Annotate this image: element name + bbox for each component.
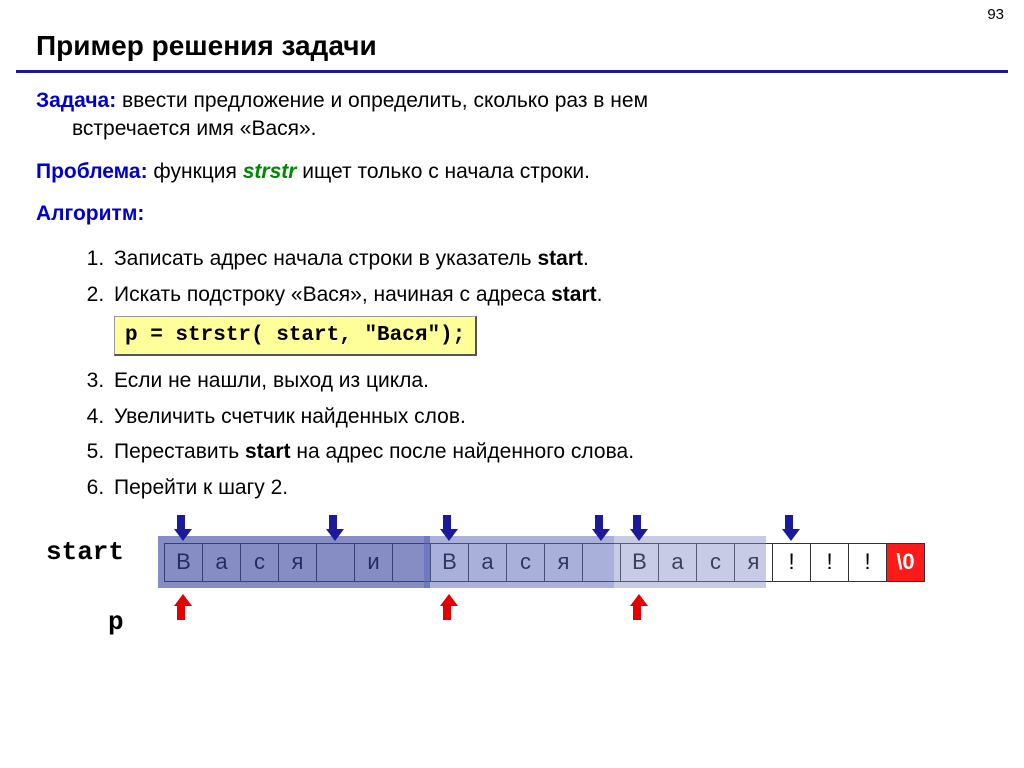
- step-3: Если не нашли, выход из цикла.: [110, 364, 988, 398]
- step5-a: Переставить: [114, 440, 245, 463]
- step-1: Записать адрес начала строки в указатель…: [110, 242, 988, 276]
- char-cell: !: [849, 543, 887, 581]
- char-cell: а: [469, 543, 507, 581]
- char-cell: а: [659, 543, 697, 581]
- task-text-1: ввести предложение и определить, сколько…: [116, 89, 648, 112]
- arrow-down-icon: [440, 515, 454, 541]
- content: Задача: ввести предложение и определить,…: [0, 87, 1024, 643]
- step-4: Увеличить счетчик найденных слов.: [110, 400, 988, 434]
- char-strip: ВасяиВасяВася!!!\0: [164, 543, 925, 582]
- char-cell: !: [773, 543, 811, 581]
- p-label: p: [108, 607, 124, 637]
- page-title: Пример решения задачи: [0, 0, 1024, 70]
- step-5: Переставить start на адрес после найденн…: [110, 435, 988, 469]
- arrow-down-icon: [174, 515, 188, 541]
- arrow-down-icon: [326, 515, 340, 541]
- char-cell: с: [507, 543, 545, 581]
- algo-label-para: Алгоритм:: [36, 200, 988, 228]
- char-cell: В: [621, 543, 659, 581]
- char-table: ВасяиВасяВася!!!\0: [164, 543, 925, 582]
- char-cell: В: [431, 543, 469, 581]
- task-text-2: встречается имя «Вася».: [36, 115, 988, 143]
- char-cell: \0: [887, 543, 925, 581]
- problem-label: Проблема:: [36, 160, 148, 183]
- problem-post: ищет только с начала строки.: [296, 160, 590, 183]
- char-cell: я: [279, 543, 317, 581]
- code-snippet: p = strstr( start, "Вася");: [114, 316, 477, 357]
- step2-a: Искать подстроку «Вася», начиная с адрес…: [114, 283, 551, 306]
- problem-ident: strstr: [243, 160, 297, 183]
- arrow-down-icon: [782, 515, 796, 541]
- step-6: Перейти к шагу 2.: [110, 471, 988, 505]
- step1-a: Записать адрес начала строки в указатель: [114, 247, 537, 270]
- step2-c: .: [597, 283, 603, 306]
- string-diagram: start p ВасяиВасяВася!!!\0: [36, 513, 996, 643]
- step5-b: start: [245, 440, 291, 463]
- char-cell: В: [165, 543, 203, 581]
- task-label: Задача:: [36, 89, 116, 112]
- problem-pre: функция: [148, 160, 243, 183]
- arrow-up-icon: [440, 594, 454, 620]
- char-cell: я: [735, 543, 773, 581]
- step-2: Искать подстроку «Вася», начиная с адрес…: [110, 278, 988, 362]
- arrow-down-icon: [592, 515, 606, 541]
- step2-b: start: [551, 283, 597, 306]
- char-cell: !: [811, 543, 849, 581]
- title-divider: [16, 70, 1008, 73]
- char-cell: и: [355, 543, 393, 581]
- char-cell: с: [241, 543, 279, 581]
- char-cell: [583, 543, 621, 581]
- step5-c: на адрес после найденного слова.: [291, 440, 635, 463]
- arrow-up-icon: [174, 594, 188, 620]
- arrow-up-icon: [630, 594, 644, 620]
- algo-label: Алгоритм:: [36, 202, 144, 225]
- problem-para: Проблема: функция strstr ищет только с н…: [36, 158, 988, 186]
- algorithm-list: Записать адрес начала строки в указатель…: [110, 242, 988, 504]
- task-para: Задача: ввести предложение и определить,…: [36, 87, 988, 144]
- char-cell: [317, 543, 355, 581]
- char-cell: [393, 543, 431, 581]
- start-label: start: [46, 537, 124, 567]
- page-number: 93: [987, 6, 1004, 23]
- char-cell: я: [545, 543, 583, 581]
- arrow-down-icon: [630, 515, 644, 541]
- step1-c: .: [583, 247, 589, 270]
- step1-b: start: [537, 247, 583, 270]
- char-cell: а: [203, 543, 241, 581]
- char-cell: с: [697, 543, 735, 581]
